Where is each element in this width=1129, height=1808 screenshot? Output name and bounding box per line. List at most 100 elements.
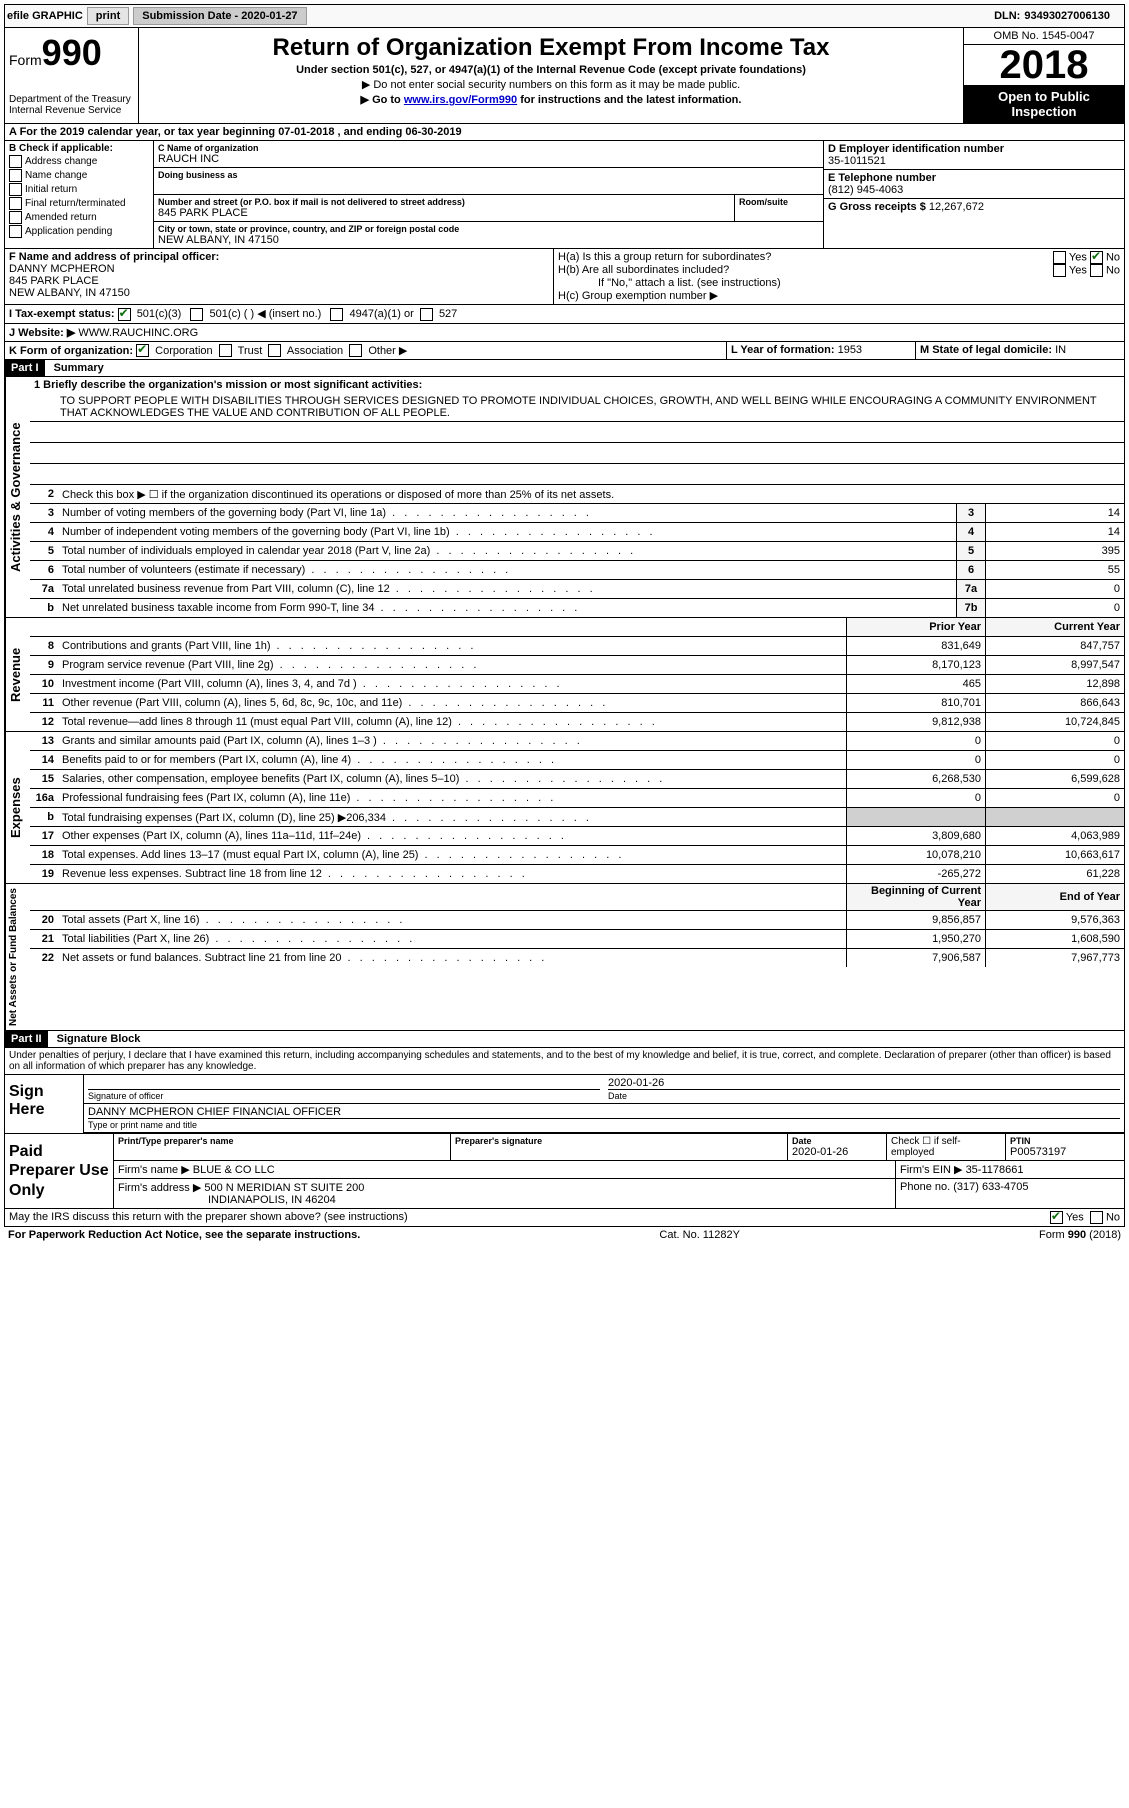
chk-hb-no[interactable] — [1090, 264, 1103, 277]
note-ssn: ▶ Do not enter social security numbers o… — [147, 78, 955, 91]
submission-date-box: Submission Date - 2020-01-27 — [133, 7, 306, 25]
officer-name: DANNY MCPHERON — [9, 263, 549, 275]
expenses-table: Expenses 13Grants and similar amounts pa… — [4, 732, 1125, 884]
ptin: P00573197 — [1010, 1146, 1120, 1158]
website: WWW.RAUCHINC.ORG — [78, 327, 198, 339]
mission-text: TO SUPPORT PEOPLE WITH DISABILITIES THRO… — [30, 393, 1124, 422]
chk-name-change[interactable] — [9, 169, 22, 182]
dln-label: DLN: — [994, 10, 1020, 22]
form-title: Return of Organization Exempt From Incom… — [147, 34, 955, 62]
table-row: 15Salaries, other compensation, employee… — [30, 770, 1124, 789]
chk-initial-return[interactable] — [9, 183, 22, 196]
org-address: 845 PARK PLACE — [158, 207, 730, 219]
governance-table: Activities & Governance 1 Briefly descri… — [4, 377, 1125, 618]
j-row: J Website: ▶ WWW.RAUCHINC.ORG — [4, 324, 1125, 342]
chk-527[interactable] — [420, 308, 433, 321]
table-row: 19Revenue less expenses. Subtract line 1… — [30, 865, 1124, 883]
chk-assoc[interactable] — [268, 344, 281, 357]
org-info-section: B Check if applicable: Address change Na… — [4, 141, 1125, 249]
netassets-table: Net Assets or Fund Balances Beginning of… — [4, 884, 1125, 1031]
form-header: Form990 Department of the Treasury Inter… — [4, 28, 1125, 124]
chk-corp[interactable] — [136, 344, 149, 357]
signature-block: Under penalties of perjury, I declare th… — [4, 1048, 1125, 1227]
table-row: bTotal fundraising expenses (Part IX, co… — [30, 808, 1124, 827]
table-row: 20Total assets (Part X, line 16)9,856,85… — [30, 911, 1124, 930]
table-row: 14Benefits paid to or for members (Part … — [30, 751, 1124, 770]
gov-label: Activities & Governance — [5, 377, 30, 617]
box-c: C Name of organization RAUCH INC Doing b… — [154, 141, 823, 248]
klm-row: K Form of organization: Corporation Trus… — [4, 342, 1125, 361]
org-name: RAUCH INC — [158, 153, 819, 165]
table-row: 17Other expenses (Part IX, column (A), l… — [30, 827, 1124, 846]
firm-phone: (317) 633-4705 — [953, 1181, 1028, 1193]
print-button[interactable]: print — [87, 7, 129, 25]
chk-address-change[interactable] — [9, 155, 22, 168]
chk-501c[interactable] — [190, 308, 203, 321]
chk-amended[interactable] — [9, 211, 22, 224]
form-title-box: Return of Organization Exempt From Incom… — [139, 28, 963, 123]
chk-ha-no[interactable] — [1090, 251, 1103, 264]
tax-year: 2018 — [964, 45, 1124, 85]
top-bar: efile GRAPHIC print Submission Date - 20… — [4, 4, 1125, 28]
table-row: 12Total revenue—add lines 8 through 11 (… — [30, 713, 1124, 731]
table-row: 5Total number of individuals employed in… — [30, 542, 1124, 561]
period-row: A For the 2019 calendar year, or tax yea… — [4, 124, 1125, 141]
footer: For Paperwork Reduction Act Notice, see … — [4, 1227, 1125, 1243]
year-formation: 1953 — [838, 344, 862, 356]
dln-value: 93493027006130 — [1024, 10, 1110, 22]
chk-4947[interactable] — [330, 308, 343, 321]
table-row: 8Contributions and grants (Part VIII, li… — [30, 637, 1124, 656]
officer-sig-name: DANNY MCPHERON CHIEF FINANCIAL OFFICER — [88, 1106, 1120, 1118]
ein: 35-1011521 — [828, 155, 1120, 167]
irs-link[interactable]: www.irs.gov/Form990 — [404, 94, 517, 106]
penalty-text: Under penalties of perjury, I declare th… — [5, 1048, 1124, 1075]
table-row: 13Grants and similar amounts paid (Part … — [30, 732, 1124, 751]
table-row: 16aProfessional fundraising fees (Part I… — [30, 789, 1124, 808]
chk-pending[interactable] — [9, 225, 22, 238]
chk-discuss-yes[interactable] — [1050, 1211, 1063, 1224]
table-row: 3Number of voting members of the governi… — [30, 504, 1124, 523]
part1-header: Part I Summary — [4, 360, 1125, 377]
org-city: NEW ALBANY, IN 47150 — [158, 234, 819, 246]
rev-label: Revenue — [5, 618, 30, 731]
gross-receipts: 12,267,672 — [929, 201, 984, 213]
part2-header: Part II Signature Block — [4, 1031, 1125, 1048]
box-deg: D Employer identification number 35-1011… — [823, 141, 1124, 248]
dept-label: Department of the Treasury Internal Reve… — [9, 94, 134, 116]
table-row: 6Total number of volunteers (estimate if… — [30, 561, 1124, 580]
sign-here-label: Sign Here — [5, 1075, 84, 1133]
efile-label: efile GRAPHIC — [7, 10, 83, 22]
table-row: 21Total liabilities (Part X, line 26)1,9… — [30, 930, 1124, 949]
chk-discuss-no[interactable] — [1090, 1211, 1103, 1224]
form-id-box: Form990 Department of the Treasury Inter… — [5, 28, 139, 123]
note-link: ▶ Go to www.irs.gov/Form990 for instruct… — [147, 93, 955, 106]
box-b: B Check if applicable: Address change Na… — [5, 141, 154, 248]
table-row: 22Net assets or fund balances. Subtract … — [30, 949, 1124, 967]
table-row: bNet unrelated business taxable income f… — [30, 599, 1124, 617]
form-subtitle: Under section 501(c), 527, or 4947(a)(1)… — [147, 64, 955, 76]
chk-trust[interactable] — [219, 344, 232, 357]
table-row: 9Program service revenue (Part VIII, lin… — [30, 656, 1124, 675]
chk-other[interactable] — [349, 344, 362, 357]
table-row: 4Number of independent voting members of… — [30, 523, 1124, 542]
table-row: 18Total expenses. Add lines 13–17 (must … — [30, 846, 1124, 865]
exp-label: Expenses — [5, 732, 30, 883]
year-box: OMB No. 1545-0047 2018 Open to Public In… — [963, 28, 1124, 123]
phone: (812) 945-4063 — [828, 184, 1120, 196]
chk-501c3[interactable] — [118, 308, 131, 321]
ij-row: I Tax-exempt status: 501(c)(3) 501(c) ( … — [4, 305, 1125, 324]
state-domicile: IN — [1055, 344, 1066, 356]
chk-hb-yes[interactable] — [1053, 264, 1066, 277]
revenue-table: Revenue Prior Year Current Year 8Contrib… — [4, 618, 1125, 732]
fh-row: F Name and address of principal officer:… — [4, 249, 1125, 305]
chk-final-return[interactable] — [9, 197, 22, 210]
table-row: 7aTotal unrelated business revenue from … — [30, 580, 1124, 599]
firm-name: BLUE & CO LLC — [193, 1164, 275, 1176]
net-label: Net Assets or Fund Balances — [5, 884, 30, 1030]
firm-ein: 35-1178661 — [966, 1164, 1024, 1176]
chk-ha-yes[interactable] — [1053, 251, 1066, 264]
table-row: 10Investment income (Part VIII, column (… — [30, 675, 1124, 694]
table-row: 11Other revenue (Part VIII, column (A), … — [30, 694, 1124, 713]
paid-preparer-label: Paid Preparer Use Only — [5, 1134, 114, 1208]
open-to-public: Open to Public Inspection — [964, 85, 1124, 123]
